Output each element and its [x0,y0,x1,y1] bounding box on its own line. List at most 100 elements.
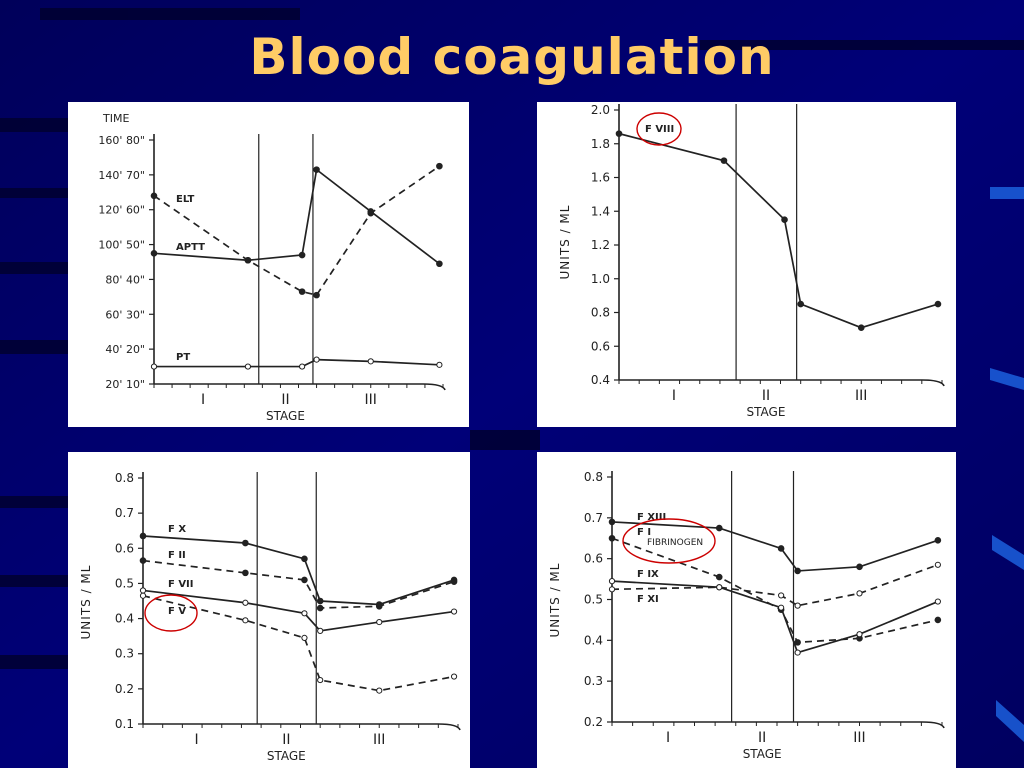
data-point-aptt [150,249,158,257]
data-point-f-viii [615,130,623,137]
data-point-f-vii [301,610,308,617]
series-line-f-xiii [611,521,939,572]
y-tick-label: 0.6 [115,541,134,555]
data-point-f-ii [316,604,324,612]
data-point-elt [298,288,306,295]
y-tick-label: 120' 60" [98,204,145,217]
data-point-pt [436,361,443,368]
series-line-f-vii [142,589,455,632]
stage-label-3: III [365,392,377,408]
data-point-f-ii [139,557,147,564]
data-point-f-ix [778,604,785,611]
data-point-f-vii [450,608,458,615]
stage-label-2: II [758,730,766,746]
data-point-f-v [450,673,458,680]
y-tick-label: 60' 30" [105,308,145,321]
data-point-f-ix [934,598,941,605]
x-axis-label: STAGE [266,409,305,423]
data-point-f-xiii [794,567,801,575]
y-tick-label: 160' 80" [98,134,145,147]
data-point-f-vii [376,618,383,626]
y-tick-label: 0.7 [584,511,603,525]
y-tick-label: 1.8 [591,137,610,151]
y-tick-label: 0.6 [584,552,603,566]
data-point-f-vii [317,627,324,634]
series-label-f-ix: F IX [637,569,659,580]
data-point-f-ii [450,578,458,585]
x-axis [154,383,446,391]
y-tick-label: 0.8 [591,306,610,320]
series-label-elt: ELT [176,194,195,205]
highlight-circle [144,594,198,632]
series-line-elt [153,165,440,297]
series-line-f-x [142,535,455,606]
data-point-aptt [244,256,252,264]
stage-label-2: II [762,388,770,404]
y-tick-label: 0.3 [584,674,603,688]
series-line-f-v [142,594,455,692]
series-label-f-vii: F VII [168,579,194,590]
data-point-f-viii [857,324,865,331]
stage-label-1: I [672,388,676,404]
data-point-f-x [242,539,249,547]
data-point-f-xiii [934,536,942,544]
data-point-f-v [301,634,308,641]
y-tick-label: 0.6 [591,339,610,353]
data-point-f-v [317,676,324,684]
data-point-f-xiii [715,524,723,532]
series-line-f-xi [611,563,939,607]
y-tick-label: 0.3 [115,647,134,661]
y-tick-label: 0.4 [584,633,603,647]
chart-panel-fx-fii-fvii-fv: 0.1 0.2 0.3 0.4 0.5 0.6 0.7 0.8 I II III STAGE UNITS… [68,452,470,768]
series-line-f-ix [611,580,939,654]
series-line-f-viii [618,132,939,329]
data-point-f-v [242,617,249,624]
stage-label-3: III [373,732,385,748]
y-tick-label: 0.5 [115,576,134,590]
data-point-f-x [316,597,324,605]
data-point-f-ii [242,569,249,577]
stage-label-1: I [194,732,198,748]
x-axis-label: STAGE [267,749,306,763]
chart-panel-fviii: 0.4 0.6 0.8 1.0 1.2 1.4 1.6 1.8 2.0 I II III STAGE UN… [537,102,956,427]
x-axis [612,721,945,729]
highlight-circle [636,112,682,146]
series-label-f-i-fibrinogen: F I [637,527,651,538]
data-point-f-xiii [777,545,785,552]
data-point-f-x [301,555,308,563]
data-point-f-xi [608,586,616,593]
data-point-f-i-fibrinogen [794,639,801,646]
data-point-pt [299,363,306,370]
data-point-f-xi [716,584,723,591]
data-point-f-ii [301,576,308,584]
data-point-f-i-fibrinogen [608,534,616,542]
slide-title: Blood coagulation [249,28,775,86]
y-tick-label: 0.2 [115,682,134,696]
chart-time: 20' 10" 40' 20" 60' 30" 80' 40" 100' 50" 120'… [98,112,446,423]
y-tick-label: 0.8 [584,470,603,484]
series-label-f-ii: F II [168,550,186,561]
y-tick-label: 40' 20" [105,343,145,356]
y-tick-label: 2.0 [591,103,610,117]
series-line-pt [154,358,440,368]
data-point-f-viii [934,300,942,308]
y-axis-label: UNITS / ML [548,563,562,638]
data-point-pt [313,356,320,363]
y-tick-label: 0.1 [115,717,134,731]
series-label-f-i-fibrinogen-sub: FIBRINOGEN [647,538,703,548]
data-point-aptt [436,260,443,268]
data-point-f-xi [856,590,863,597]
chart-panel-fxiii-fi-fix-fxi: 0.2 0.3 0.4 0.5 0.6 0.7 0.8 I II III STAGE UNITS / … [537,452,956,768]
data-point-f-vii [139,587,147,594]
data-point-f-vii [242,599,249,606]
series-line-f-i-fibrinogen [611,537,939,644]
y-tick-label: 20' 10" [105,378,145,391]
data-point-f-i-fibrinogen [934,616,942,624]
stage-label-3: III [855,388,867,404]
chart-fx-fii-fvii-fv: 0.10.20.30.40.50.60.70.8I II IIISTAGEUNITS… [79,471,461,763]
y-tick-label: 1.2 [591,238,610,252]
series-label-pt: PT [176,352,190,363]
data-point-f-viii [797,300,804,308]
y-tick-label: 100' 50" [98,239,145,252]
data-point-f-xi [778,592,785,599]
